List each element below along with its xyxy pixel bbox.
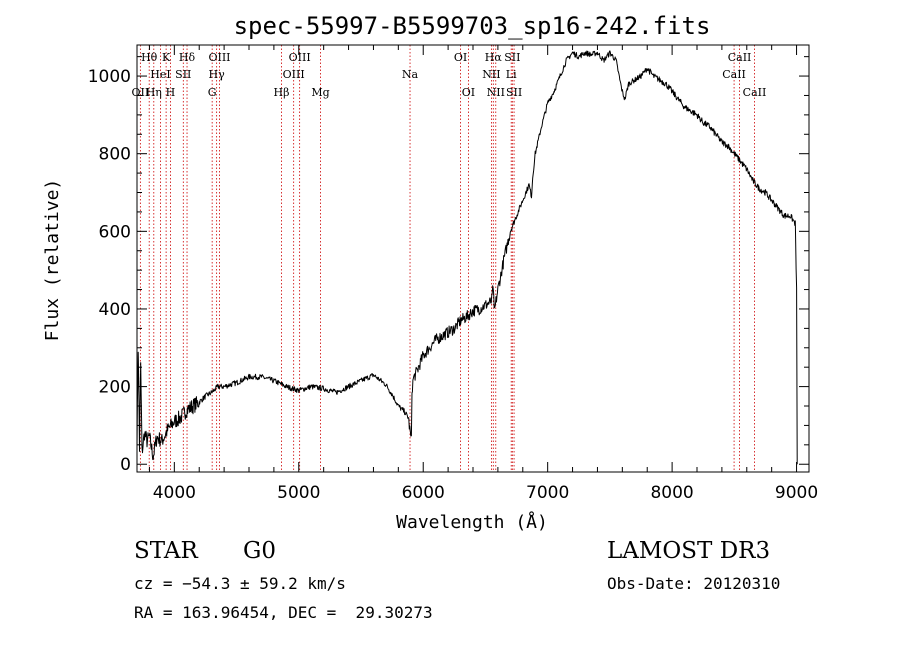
emission-line-label: NII xyxy=(487,86,505,99)
y-axis-label: Flux (relative) xyxy=(42,179,63,342)
x-axis-label: Wavelength (Å) xyxy=(396,511,548,533)
y-tick-label: 800 xyxy=(99,145,131,165)
observation-date: Obs-Date: 20120310 xyxy=(607,574,781,593)
survey-name: LAMOST DR3 xyxy=(607,538,771,564)
x-tick-label: 8000 xyxy=(650,483,693,503)
x-tick-label: 7000 xyxy=(526,483,569,503)
emission-line-label: Hη xyxy=(146,86,162,99)
x-tick-label: 4000 xyxy=(153,483,196,503)
emission-line-labels: OII Hθ Hη HeI K H SII Hδ G Hγ OIII Hβ OIII OIII Mg Na OI… xyxy=(132,51,767,99)
spectrum-line xyxy=(136,50,798,465)
emission-line-label: Hα xyxy=(485,51,503,64)
emission-line-label: Hδ xyxy=(179,51,196,64)
emission-line-label: SII xyxy=(504,51,520,64)
emission-line-label: OII xyxy=(132,86,150,99)
ra-dec-coordinates: RA = 163.96454, DEC = 29.30273 xyxy=(134,603,433,622)
x-tick-label: 6000 xyxy=(402,483,445,503)
y-axis: 0 200 400 600 800 1000 xyxy=(88,56,809,475)
y-tick-label: 200 xyxy=(99,378,131,398)
object-class: STAR xyxy=(134,538,198,564)
chart-title: spec-55997-B5599703_sp16-242.fits xyxy=(234,12,711,40)
emission-line-label: CaII xyxy=(728,51,752,64)
spectrum-series xyxy=(136,50,798,465)
emission-line-label: CaII xyxy=(743,86,767,99)
y-tick-label: 600 xyxy=(99,222,131,242)
emission-line-label: Na xyxy=(402,68,419,81)
emission-line-label: HeI xyxy=(150,68,170,81)
emission-line-label: K xyxy=(162,51,171,64)
object-subclass: G0 xyxy=(243,538,277,564)
emission-line-label: Hγ xyxy=(209,68,226,81)
y-tick-label: 1000 xyxy=(88,67,131,87)
emission-line-label: Li xyxy=(506,68,517,81)
emission-line-label: OIII xyxy=(289,51,311,64)
emission-line-label: SII xyxy=(175,68,191,81)
emission-line-label: OIII xyxy=(208,51,230,64)
emission-line-markers xyxy=(139,45,755,472)
y-tick-label: 0 xyxy=(120,455,131,475)
x-axis: 4000 5000 6000 7000 8000 9000 xyxy=(148,45,818,503)
emission-line-label: SII xyxy=(506,86,522,99)
emission-line-label: OI xyxy=(454,51,467,64)
emission-line-label: Hθ xyxy=(141,51,158,64)
y-tick-label: 400 xyxy=(99,300,131,320)
emission-line-label: OIII xyxy=(283,68,305,81)
emission-line-label: OI xyxy=(462,86,475,99)
x-tick-label: 5000 xyxy=(277,483,320,503)
emission-line-label: Mg xyxy=(311,86,329,99)
x-tick-label: 9000 xyxy=(775,483,818,503)
redshift-velocity: cz = −54.3 ± 59.2 km/s xyxy=(134,574,346,593)
emission-line-label: Hβ xyxy=(274,86,290,99)
plot-frame xyxy=(136,44,810,473)
emission-line-label: NII xyxy=(482,68,500,81)
emission-line-label: H xyxy=(166,86,176,99)
emission-line-label: G xyxy=(208,86,217,99)
emission-line-label: CaII xyxy=(722,68,746,81)
